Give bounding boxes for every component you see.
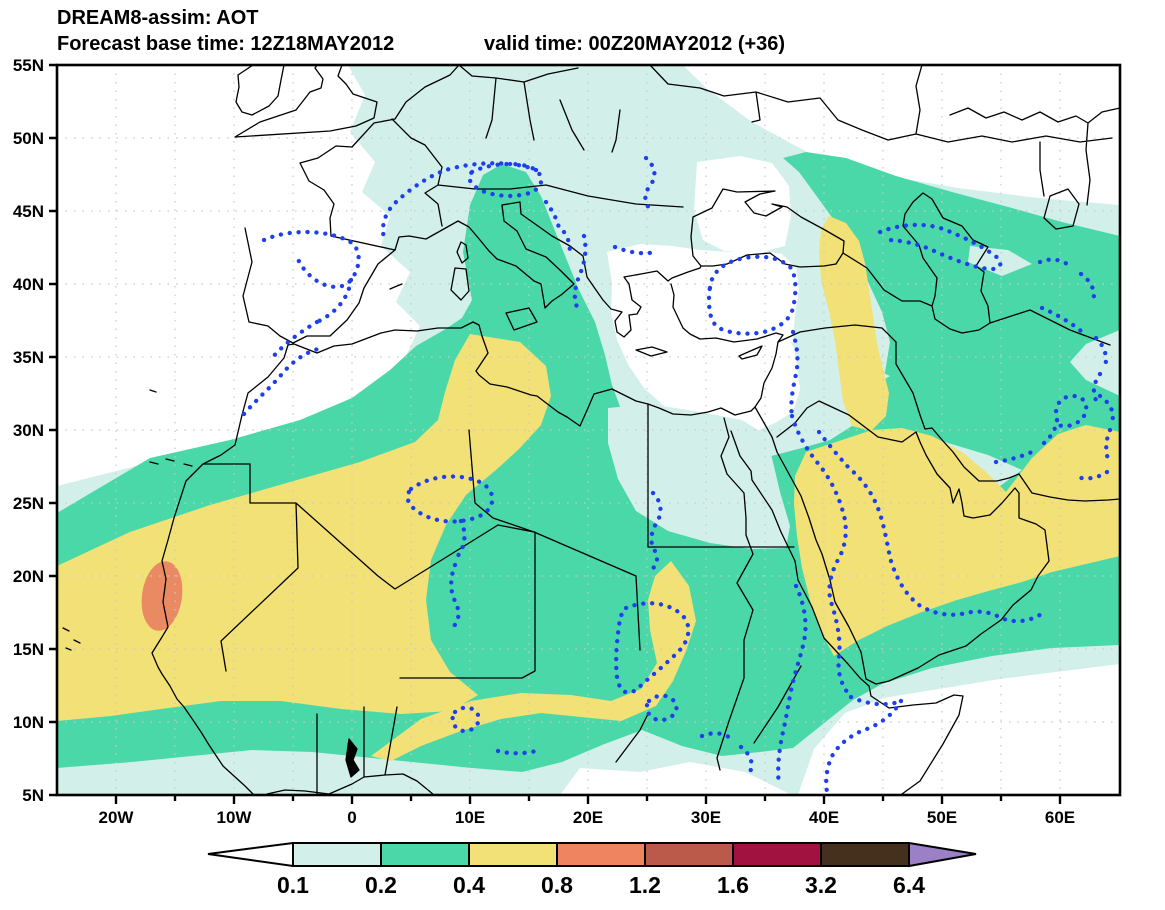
lat-label: 15N <box>13 640 44 659</box>
valid-time-label: valid time: 00Z20MAY2012 (+36) <box>484 33 785 55</box>
fill-cyan-egypt <box>608 404 790 549</box>
colorbar-arrow-low <box>207 841 294 868</box>
coast-med-europe-black-sea <box>394 188 845 338</box>
fill-yellow-sahel-sudan <box>371 561 696 761</box>
coastlines-borders <box>62 65 1120 795</box>
overlay-contours-blue-dotted <box>241 155 1115 795</box>
map-area: 55N 50N 45N 40N 35N 30N 25N 20N 15N 10N … <box>13 56 1122 827</box>
lat-ticks <box>49 63 57 797</box>
fill-yellow-arabia <box>794 425 1120 656</box>
contour-spain <box>241 229 361 417</box>
lake-volta <box>345 738 360 778</box>
fill-white-gulf-of-guinea <box>560 762 792 795</box>
lon-axis-labels: 20W 10W 0 10E 20E 30E 40E 50E 60E <box>99 808 1076 827</box>
contour-turkey <box>706 254 798 336</box>
contour-niger-chad <box>450 490 754 775</box>
lon-label: 10E <box>455 808 485 827</box>
colorbar-segments <box>207 841 977 868</box>
coast-aral <box>1043 188 1080 230</box>
colorbar-seg-7 <box>820 842 910 867</box>
header: DREAM8-assim: AOT Forecast base time: 12… <box>57 7 785 55</box>
colorbar-label: 0.4 <box>453 872 485 898</box>
colorbar-label: 1.6 <box>717 872 749 898</box>
contour-hormuz <box>993 393 1115 481</box>
river-nile <box>716 417 754 771</box>
islands <box>62 241 763 651</box>
lon-label: 30E <box>691 808 721 827</box>
lon-label: 50E <box>927 808 957 827</box>
coast-turkey-levant-north-africa <box>151 283 784 795</box>
colorbar-seg-2 <box>380 842 470 867</box>
lon-label: 20W <box>99 808 135 827</box>
lat-label: 5N <box>22 786 44 805</box>
coast-ireland <box>235 65 285 116</box>
colorbar-seg-3 <box>468 842 558 867</box>
axes-frame <box>49 63 1122 804</box>
coast-iran-gulf <box>924 427 1120 502</box>
coast-red-sea-west-horn <box>730 430 964 795</box>
colorbar-label: 0.1 <box>277 872 309 898</box>
contour-algeria-loop <box>405 474 495 631</box>
colorbar-arrow-high <box>908 841 977 868</box>
lat-label: 40N <box>13 275 44 294</box>
fill-yellow-sahara <box>57 334 551 721</box>
colorbar-label: 6.4 <box>893 872 925 898</box>
coast-caspian <box>902 192 991 334</box>
colorbar-seg-1 <box>292 842 382 867</box>
fill-orange-senegal-max <box>141 561 183 631</box>
lon-label: 20E <box>573 808 603 827</box>
base-time-label: Forecast base time: 12Z18MAY2012 <box>57 33 394 55</box>
contour-fills <box>57 65 1120 795</box>
lat-label: 30N <box>13 421 44 440</box>
colorbar-labels: 0.1 0.2 0.4 0.8 1.2 1.6 3.2 6.4 <box>277 872 925 898</box>
coast-iberia-france <box>242 65 460 344</box>
fill-yellow-caucasus-band <box>819 216 889 431</box>
lat-label: 25N <box>13 494 44 513</box>
coast-arabia <box>771 431 1050 685</box>
page-title: DREAM8-assim: AOT <box>57 7 259 29</box>
borders-middle-east <box>754 252 1111 443</box>
lat-label: 35N <box>13 348 44 367</box>
lat-label: 55N <box>13 56 44 75</box>
contour-nile <box>776 583 808 789</box>
contour-levant-red-sea <box>789 329 904 795</box>
contour-caucasus <box>877 222 1109 403</box>
colorbar-label: 0.2 <box>365 872 397 898</box>
colorbar: 0.1 0.2 0.4 0.8 1.2 1.6 3.2 6.4 <box>207 841 977 898</box>
lat-label: 50N <box>13 129 44 148</box>
fill-white-horn-of-africa <box>800 666 1120 795</box>
lon-label: 60E <box>1045 808 1075 827</box>
lon-ticks <box>114 795 1062 804</box>
fill-white-west-black-sea <box>694 156 791 253</box>
contour-west-arabia <box>816 429 1046 624</box>
borders-europe <box>391 65 1120 227</box>
borders-africa <box>202 403 802 795</box>
coast-uk <box>234 65 378 138</box>
lon-label: 0 <box>347 808 356 827</box>
colorbar-label: 1.2 <box>629 872 661 898</box>
colorbar-label: 0.8 <box>541 872 573 898</box>
lat-label: 10N <box>13 713 44 732</box>
lon-label: 10W <box>217 808 253 827</box>
colorbar-label: 3.2 <box>805 872 837 898</box>
colorbar-seg-5 <box>644 842 734 867</box>
lat-label: 20N <box>13 567 44 586</box>
contour-alps <box>380 161 544 241</box>
fill-white-ukraine <box>683 65 1120 205</box>
colorbar-seg-6 <box>732 842 822 867</box>
lat-label: 45N <box>13 202 44 221</box>
lat-axis-labels: 55N 50N 45N 40N 35N 30N 25N 20N 15N 10N … <box>13 56 44 805</box>
lon-label: 40E <box>809 808 839 827</box>
colorbar-seg-4 <box>556 842 646 867</box>
